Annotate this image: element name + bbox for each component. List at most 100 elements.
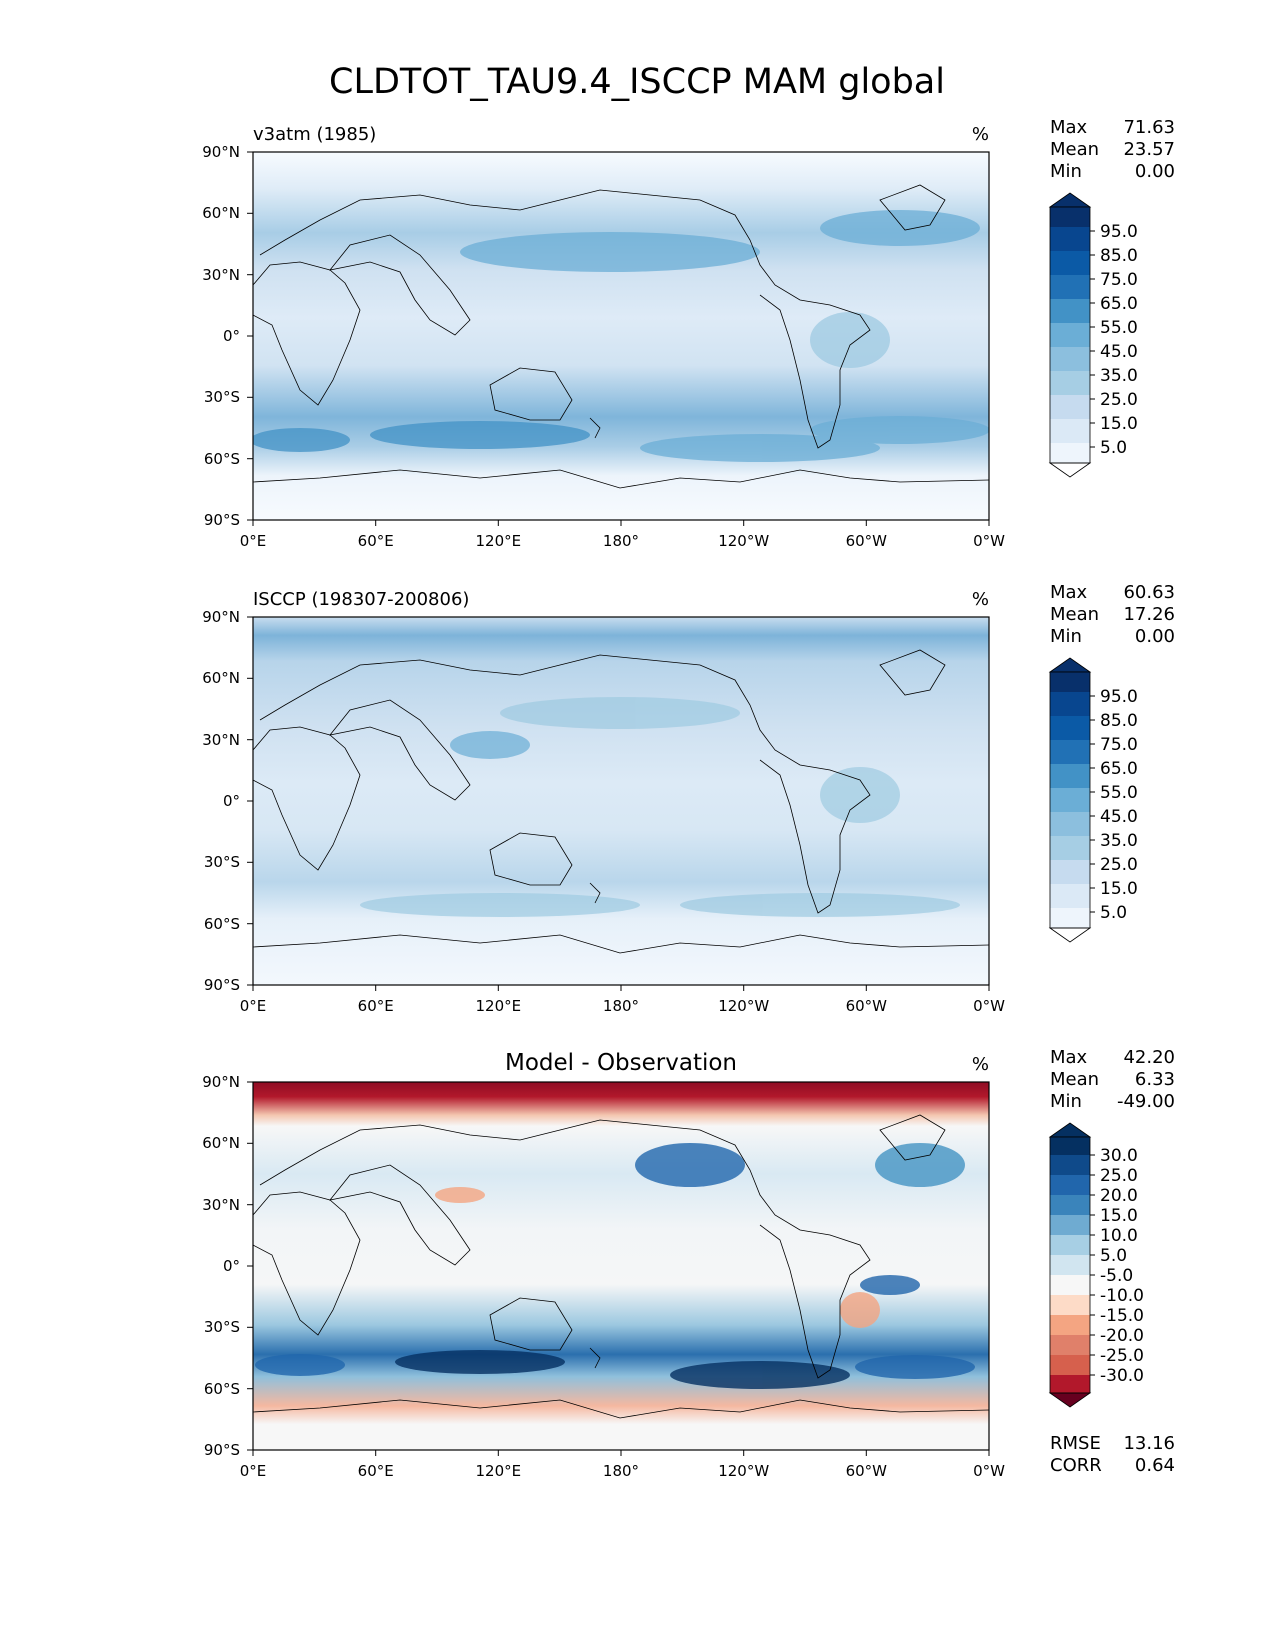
field-blobs: [255, 1143, 975, 1389]
colorbar-tick-label: -20.0: [1100, 1326, 1144, 1346]
colorbar-tick-label: 65.0: [1100, 294, 1138, 314]
lat-ticks: 90°N 60°N 30°N 0° 30°S 60°S 90°S: [202, 1073, 253, 1459]
colorbar-tick-label: 5.0: [1100, 438, 1127, 458]
lon-tick-label: 180°: [603, 997, 639, 1015]
stat-label: Mean: [1050, 1069, 1099, 1090]
stat-value: 71.63: [1123, 117, 1175, 138]
colorbar-min-extension: [1048, 1392, 1092, 1408]
colorbar-tick-label: 15.0: [1100, 879, 1138, 899]
colorbar-tick-label: 45.0: [1100, 807, 1138, 827]
lat-tick-label: 30°N: [202, 1196, 240, 1214]
colorbar-tick-label: 55.0: [1100, 783, 1138, 803]
colorbar-bin: [1050, 764, 1090, 788]
lat-tick-label: 0°: [223, 1257, 240, 1275]
stat-value: 0.00: [1135, 161, 1175, 182]
stat-value: 17.26: [1123, 604, 1175, 625]
colorbar-bin: [1050, 812, 1090, 836]
colorbar-bin: [1050, 836, 1090, 860]
lat-ticks: 90°N 60°N 30°N 0° 30°S 60°S 90°S: [202, 608, 253, 994]
colorbar-bin: [1050, 227, 1090, 251]
lat-tick-label: 30°S: [204, 388, 240, 406]
lon-tick-label: 60°E: [358, 1462, 394, 1480]
colorbar-tick-label: 85.0: [1100, 246, 1138, 266]
stat-label: Min: [1050, 161, 1082, 182]
figure-title: CLDTOT_TAU9.4_ISCCP MAM global: [329, 62, 945, 102]
lat-tick-label: 30°N: [202, 731, 240, 749]
lon-tick-label: 0°E: [240, 997, 267, 1015]
colorbar-bin: [1050, 1255, 1090, 1275]
colorbar-ticks: 95.0 85.0 75.0 65.0 55.0 45.0 35.0 25.0 …: [1090, 222, 1138, 458]
colorbar-bin: [1050, 1355, 1090, 1375]
colorbar-max-extension: [1048, 1122, 1092, 1138]
map-area: [253, 617, 989, 985]
lat-tick-label: 90°S: [204, 976, 240, 994]
lon-tick-label: 60°W: [846, 997, 888, 1015]
stat-label: Min: [1050, 1091, 1082, 1112]
colorbar-tick-label: 30.0: [1100, 1146, 1138, 1166]
colorbar-bin: [1050, 1315, 1090, 1335]
colorbar-tick-label: -10.0: [1100, 1286, 1144, 1306]
stat-value: 6.33: [1135, 1069, 1175, 1090]
lon-tick-label: 60°W: [846, 532, 888, 550]
colorbar: 95.0 85.0 75.0 65.0 55.0 45.0 35.0 25.0 …: [1048, 657, 1138, 943]
lon-ticks: 0°E 60°E 120°E 180° 120°W 60°W 0°W: [240, 520, 1005, 550]
colorbar-max-extension: [1048, 192, 1092, 208]
panel-obs: ISCCP (198307-200806) %: [202, 582, 1175, 1015]
lat-tick-label: 60°S: [204, 915, 240, 933]
lat-tick-label: 90°S: [204, 1441, 240, 1459]
colorbar-bin: [1050, 1155, 1090, 1175]
stat-label: RMSE: [1050, 1433, 1101, 1454]
lon-tick-label: 60°E: [358, 532, 394, 550]
colorbar-tick-label: 25.0: [1100, 1166, 1138, 1186]
lon-ticks: 0°E 60°E 120°E 180° 120°W 60°W 0°W: [240, 1450, 1005, 1480]
coastlines: [253, 649, 989, 954]
colorbar-min-extension: [1048, 462, 1092, 478]
colorbar-tick-label: 15.0: [1100, 414, 1138, 434]
lon-tick-label: 120°E: [475, 532, 521, 550]
colorbar-tick-label: 35.0: [1100, 366, 1138, 386]
colorbar-bin: [1050, 347, 1090, 371]
lat-tick-label: 90°N: [202, 143, 240, 161]
stat-label: Mean: [1050, 604, 1099, 625]
colorbar-tick-label: -25.0: [1100, 1346, 1144, 1366]
lat-tick-label: 0°: [223, 327, 240, 345]
lon-ticks: 0°E 60°E 120°E 180° 120°W 60°W 0°W: [240, 985, 1005, 1015]
coastlines: [253, 184, 989, 489]
colorbar-tick-label: 5.0: [1100, 903, 1127, 923]
colorbar-tick-label: 5.0: [1100, 1246, 1127, 1266]
colorbar-tick-label: 55.0: [1100, 318, 1138, 338]
colorbar-max-extension: [1048, 657, 1092, 673]
map-area: [253, 152, 989, 520]
colorbar-bin: [1050, 740, 1090, 764]
lon-tick-label: 120°W: [718, 997, 769, 1015]
stat-label: CORR: [1050, 1455, 1102, 1476]
colorbar-tick-label: 25.0: [1100, 855, 1138, 875]
colorbar-bin: [1050, 207, 1090, 227]
panel-diff: Model - Observation %: [202, 1047, 1175, 1480]
colorbar-bin: [1050, 1295, 1090, 1315]
panel-unit: %: [972, 124, 989, 145]
lon-tick-label: 120°E: [475, 997, 521, 1015]
lat-tick-label: 90°N: [202, 1073, 240, 1091]
colorbar-ticks: 30.0 25.0 20.0 15.0 10.0 5.0 -5.0 -10.0 …: [1090, 1146, 1144, 1386]
stat-label: Max: [1050, 1047, 1088, 1068]
colorbar: 30.0 25.0 20.0 15.0 10.0 5.0 -5.0 -10.0 …: [1048, 1122, 1144, 1408]
stat-value: 0.64: [1135, 1455, 1175, 1476]
panel-unit: %: [972, 1054, 989, 1075]
lon-tick-label: 180°: [603, 1462, 639, 1480]
panel-title-left: v3atm (1985): [253, 124, 376, 145]
colorbar: 95.0 85.0 75.0 65.0 55.0 45.0 35.0 25.0 …: [1048, 192, 1138, 478]
colorbar-bin: [1050, 1275, 1090, 1295]
colorbar-bin: [1050, 275, 1090, 299]
lat-tick-label: 90°N: [202, 608, 240, 626]
colorbar-tick-label: 25.0: [1100, 390, 1138, 410]
colorbar-bin: [1050, 860, 1090, 884]
colorbar-bin: [1050, 323, 1090, 347]
lat-tick-label: 60°N: [202, 669, 240, 687]
stats-block: Max 60.63 Mean 17.26 Min 0.00: [1050, 582, 1175, 647]
colorbar-bin: [1050, 299, 1090, 323]
field-blobs: [253, 210, 989, 462]
colorbar-tick-label: 95.0: [1100, 222, 1138, 242]
colorbar-tick-label: -15.0: [1100, 1306, 1144, 1326]
lat-tick-label: 60°N: [202, 1134, 240, 1152]
